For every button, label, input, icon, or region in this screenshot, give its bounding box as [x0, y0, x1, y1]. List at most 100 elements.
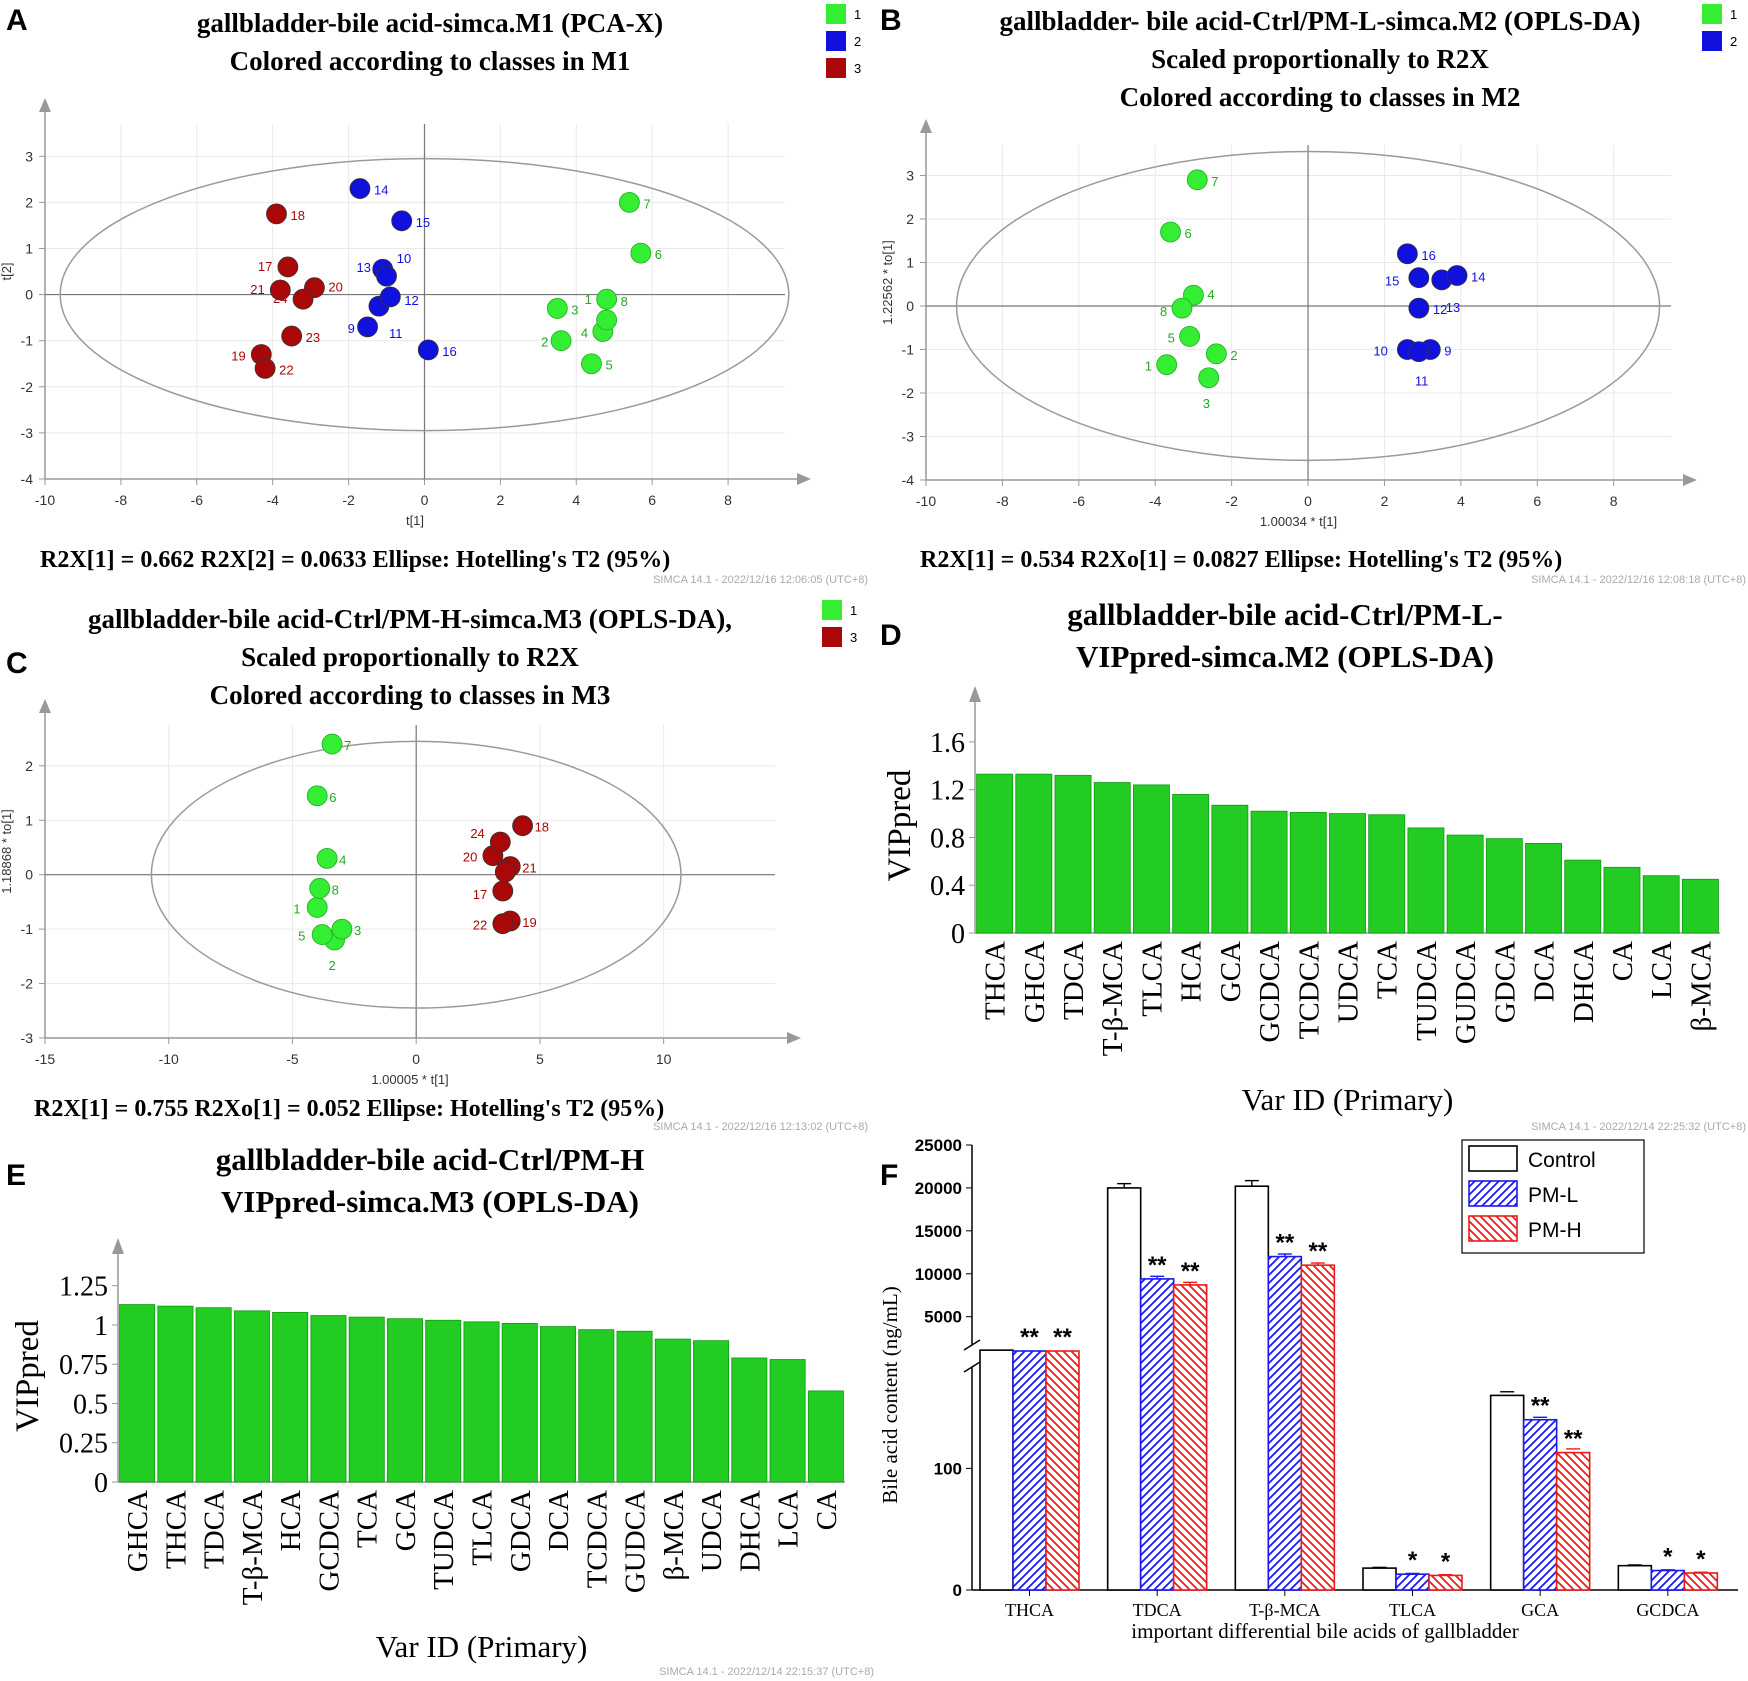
x-tick-label: 6: [648, 492, 656, 508]
hotelling-ellipse: [150, 740, 682, 1009]
y-tick-label: 1: [94, 1311, 108, 1342]
score-point-3: [331, 918, 353, 940]
vip-bar-UDCA: [1329, 813, 1366, 934]
score-point-7: [1186, 169, 1208, 191]
x-tick-label: -6: [191, 492, 204, 508]
y-axis-label: 1.18868 * to[1]: [0, 809, 14, 894]
point-label: 9: [1444, 343, 1451, 358]
legend-label: PM-L: [1528, 1184, 1578, 1207]
point-label: 6: [655, 247, 662, 262]
x-tick-label: LCA: [773, 1490, 805, 1548]
significance-mark: *: [1663, 1544, 1673, 1571]
panel-title: gallbladder-bile acid-simca.M1 (PCA-X): [197, 8, 663, 38]
y-tick-label: 25000: [915, 1136, 962, 1155]
x-tick-label: 0: [1304, 493, 1312, 509]
x-tick-label: GCA: [1215, 941, 1247, 1002]
x-tick-label: -6: [1073, 493, 1086, 509]
x-tick-label: DCA: [1529, 941, 1561, 1002]
x-tick-label: GUDCA: [1450, 941, 1482, 1044]
x-tick-label: THCA: [980, 941, 1012, 1020]
y-tick-label: 10000: [915, 1265, 962, 1284]
score-point-15: [391, 210, 413, 232]
point-label: 23: [306, 330, 320, 345]
score-point-24: [489, 831, 511, 853]
x-tick-label: 8: [1610, 493, 1618, 509]
content-bar-TLCA-PM-H: [1428, 1574, 1463, 1591]
x-tick-label: DHCA: [1568, 941, 1600, 1023]
point-label: 7: [344, 738, 351, 753]
y-tick-label: 0: [94, 1468, 108, 1499]
x-tick-label: TLCA: [467, 1490, 499, 1566]
panel-title: Colored according to classes in M2: [1120, 82, 1521, 112]
x-tick-label: DHCA: [734, 1490, 766, 1572]
x-tick-label: GCA: [390, 1490, 422, 1551]
point-label: 7: [643, 196, 650, 211]
panel-title: gallbladder-bile acid-Ctrl/PM-H-simca.M3…: [88, 604, 732, 634]
score-point-21: [269, 279, 291, 301]
point-label: 6: [1185, 226, 1192, 241]
score-point-23: [281, 325, 303, 347]
x-tick-label: 6: [1533, 493, 1541, 509]
score-point-11: [1408, 341, 1430, 363]
legend-label: 1: [854, 7, 861, 22]
score-point-18: [266, 203, 287, 225]
vip-bar-UDCA: [693, 1340, 730, 1483]
x-tick-label: GUDCA: [620, 1490, 652, 1593]
significance-mark: **: [1308, 1238, 1327, 1265]
point-label: 14: [1471, 270, 1485, 285]
legend-swatch: [1468, 1215, 1518, 1242]
x-tick-label: LCA: [1646, 941, 1678, 999]
score-point-9: [357, 316, 378, 338]
point-label: 12: [404, 293, 418, 308]
y-tick-label: 100: [934, 1459, 962, 1478]
vip-bar-β-MCA: [654, 1338, 691, 1483]
significance-mark: *: [1408, 1547, 1418, 1574]
content-bar-GCA-Control: [1489, 1394, 1525, 1591]
y-tick-label: 0: [25, 867, 33, 883]
vip-bar-T-β-MCA: [233, 1310, 270, 1483]
point-label: 21: [250, 282, 264, 297]
x-tick-label: -2: [342, 492, 355, 508]
axis-break-mark: [963, 1339, 981, 1351]
content-bar-GCA-PM-H: [1555, 1451, 1591, 1591]
x-tick-label: 2: [1381, 493, 1389, 509]
vip-bar-GCDCA: [1250, 810, 1288, 934]
vip-bar-DHCA: [731, 1357, 768, 1483]
x-tick-label: 10: [656, 1051, 672, 1067]
content-bar-GCDCA-Control: [1617, 1564, 1653, 1591]
x-tick-label: 8: [724, 492, 732, 508]
x-tick-label: 5: [536, 1051, 544, 1067]
simca-stamp: SIMCA 14.1 - 2022/12/16 12:08:18 (UTC+8): [1531, 574, 1746, 586]
y-tick-label: -1: [21, 333, 34, 349]
point-label: 8: [1160, 304, 1167, 319]
content-bar-TDCA-PM-H: [1172, 1284, 1208, 1591]
point-label: 22: [473, 918, 487, 933]
hotelling-ellipse: [59, 157, 790, 432]
vip-bar-GUDCA: [616, 1330, 653, 1483]
legend-swatch: [1468, 1180, 1518, 1207]
model-stats: R2X[1] = 0.755 R2Xo[1] = 0.052 Ellipse: …: [34, 1096, 664, 1122]
y-tick-label: 1.6: [930, 728, 965, 759]
score-point-17: [492, 880, 514, 902]
y-tick-label: -3: [21, 425, 34, 441]
point-label: 3: [1203, 396, 1210, 411]
legend-swatch: [1702, 31, 1722, 51]
legend-label: 3: [854, 61, 861, 76]
y-tick-label: 3: [25, 148, 33, 164]
vip-bar-GCDCA: [310, 1315, 347, 1483]
score-point-1: [1156, 354, 1178, 376]
y-tick-label: -3: [902, 428, 915, 444]
point-label: 4: [581, 325, 588, 340]
panel-title: Colored according to classes in M1: [230, 46, 631, 76]
panel-letter: C: [6, 647, 28, 680]
legend-swatch: [826, 4, 846, 24]
x-tick-label: -4: [1149, 493, 1162, 509]
x-tick-label: 0: [412, 1051, 420, 1067]
y-tick-label: -3: [21, 1030, 34, 1046]
x-tick-label: -8: [115, 492, 128, 508]
vip-bar-T-β-MCA: [1093, 782, 1131, 934]
score-point-22: [492, 913, 514, 935]
x-tick-label: GDCA: [505, 1490, 537, 1572]
legend-swatch: [826, 31, 846, 51]
